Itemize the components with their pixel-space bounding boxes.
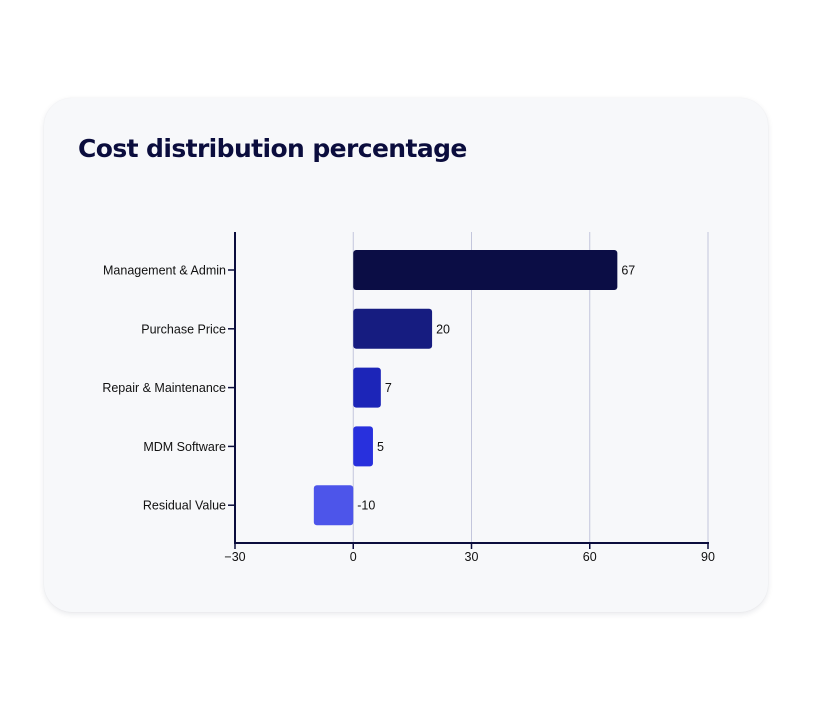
bar [353,426,373,467]
x-tick-label: 90 [701,550,715,564]
x-tick-label: −30 [224,550,245,564]
bar-chart: 67 20 7 5 -10 Management & Admin Purchase Pric… [102,232,715,565]
x-tick-label: 60 [583,550,597,564]
bar [353,367,381,408]
chart-title: Cost distribution percentage [78,134,467,163]
bar [313,485,354,526]
chart-card: Cost distribution percentage 67 20 7 5 -10 Ma… [44,98,768,612]
x-tick-label: 30 [465,550,479,564]
category-label: MDM Software [143,440,226,454]
data-label: -10 [357,499,375,513]
bars [313,250,618,526]
category-label: Management & Admin [103,264,226,278]
axes [228,232,709,549]
category-label: Purchase Price [141,322,226,336]
bar [353,250,618,290]
x-tick-label: 0 [350,550,357,564]
bar [353,308,433,349]
category-label: Residual Value [143,499,226,513]
data-label: 67 [621,264,635,278]
labels: 67 20 7 5 -10 Management & Admin Purchase Pric… [102,264,715,565]
data-label: 20 [436,322,450,336]
category-label: Repair & Maintenance [102,381,226,395]
data-label: 7 [385,381,392,395]
data-label: 5 [377,440,384,454]
